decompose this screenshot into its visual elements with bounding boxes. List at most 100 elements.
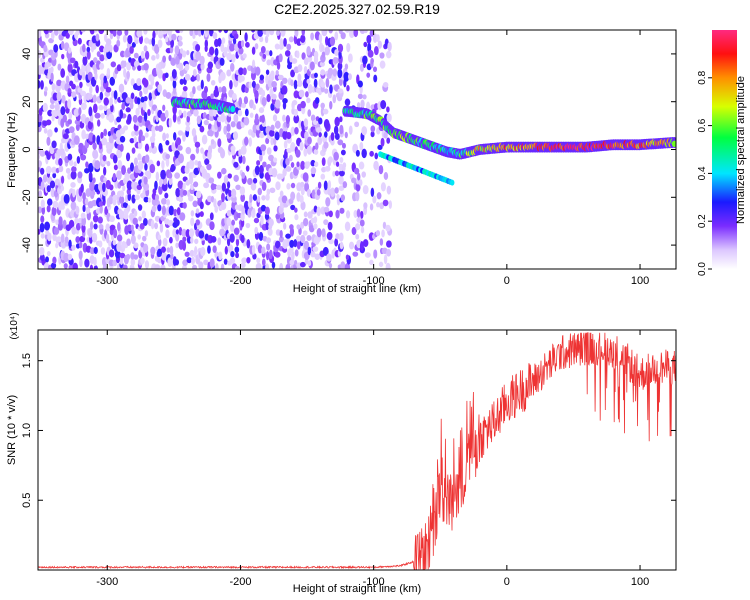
heatmap-cell	[123, 60, 127, 68]
heatmap-cell	[217, 138, 222, 148]
heatmap-cell	[195, 190, 202, 199]
heatmap-cell	[244, 108, 249, 117]
heatmap-cell	[385, 224, 391, 232]
heatmap-cell	[185, 179, 191, 186]
heatmap-cell	[82, 43, 86, 53]
heatmap-cell	[177, 130, 184, 136]
heatmap-cell	[300, 187, 305, 196]
heatmap-cell	[81, 71, 86, 81]
heatmap-cell	[264, 206, 270, 216]
heatmap-cell	[154, 264, 161, 269]
heatmap-cell	[87, 71, 93, 81]
heatmap-cell	[144, 154, 150, 163]
heatmap-cell	[296, 240, 301, 250]
heatmap-cell	[80, 30, 86, 33]
heatmap-cell	[119, 135, 126, 143]
heatmap-cell	[124, 171, 130, 182]
heatmap-cell	[151, 54, 156, 61]
heatmap-cell	[386, 113, 392, 123]
heatmap-cell	[47, 232, 52, 242]
heatmap-cell	[161, 160, 165, 170]
heatmap-cell	[55, 219, 60, 226]
heatmap-cell	[306, 188, 312, 197]
heatmap-cell	[298, 89, 305, 98]
heatmap-cell	[302, 172, 309, 182]
heatmap-cell	[129, 138, 135, 144]
heatmap-cell	[157, 125, 164, 132]
heatmap-cell	[71, 244, 76, 251]
heatmap-cell	[75, 222, 81, 231]
heatmap-cell	[387, 41, 392, 52]
heatmap-cell	[85, 161, 89, 168]
heatmap-cell	[92, 103, 98, 114]
heatmap-cell	[273, 145, 278, 152]
snr-panel: -300 -200 -100 0 100 0.5 1.0 1.5 Height of str…	[6, 312, 677, 595]
heatmap-cell	[52, 256, 57, 264]
heatmap-cell	[100, 131, 104, 140]
heatmap-cell	[143, 196, 149, 203]
heatmap-cell	[196, 73, 200, 82]
heatmap-cell	[253, 217, 260, 224]
heatmap-cell	[268, 218, 274, 227]
heatmap-cell	[192, 264, 198, 269]
heatmap-cell	[238, 67, 244, 76]
heatmap-cell	[320, 81, 326, 88]
heatmap-cell	[214, 47, 219, 57]
heatmap-cell	[254, 226, 259, 235]
heatmap-cell	[379, 202, 385, 210]
heatmap-cell	[68, 126, 75, 134]
heatmap-cell	[98, 201, 104, 207]
heatmap-cell	[283, 140, 288, 149]
heatmap-cell	[121, 92, 128, 101]
heatmap-cell	[279, 190, 284, 198]
heatmap-cell	[177, 40, 183, 47]
heatmap-cell	[372, 33, 378, 44]
heatmap-cell	[68, 219, 75, 229]
heatmap-cell	[135, 107, 140, 116]
heatmap-cell	[147, 84, 153, 90]
heatmap-cell	[250, 64, 257, 74]
heatmap-cell	[80, 102, 87, 110]
heatmap-cell	[229, 80, 233, 90]
heatmap-cell	[51, 82, 56, 91]
heatmap-cell	[62, 114, 68, 123]
heatmap-cell	[151, 205, 157, 213]
heatmap-cell	[330, 132, 335, 141]
heatmap-cell	[89, 190, 96, 196]
heatmap-cell	[165, 140, 170, 146]
heatmap-cell	[355, 223, 361, 231]
heatmap-cell	[209, 46, 215, 56]
heatmap-cell	[93, 57, 98, 64]
heatmap-cell	[369, 259, 374, 266]
heatmap-cell	[44, 86, 48, 92]
heatmap-cell	[243, 116, 250, 126]
heatmap-cell	[179, 187, 185, 198]
heatmap-cell	[182, 110, 187, 118]
heatmap-cell	[165, 157, 170, 167]
heatmap-cell	[244, 136, 249, 146]
heatmap-cell	[322, 246, 329, 256]
heatmap-cell	[213, 198, 217, 208]
heatmap-cell	[259, 153, 263, 162]
heatmap-cell	[204, 158, 210, 166]
heatmap-cell	[178, 196, 184, 203]
heatmap-cell	[38, 190, 43, 197]
heatmap-cell	[219, 228, 226, 237]
heatmap-cell	[91, 199, 98, 207]
heatmap-cell	[68, 112, 73, 120]
heatmap-cell	[210, 235, 217, 243]
heatmap-cell	[171, 142, 175, 152]
heatmap-cell	[220, 112, 226, 123]
heatmap-cell	[50, 262, 57, 269]
heatmap-cell	[116, 39, 121, 47]
heatmap-cell	[344, 221, 351, 232]
heatmap-cell	[318, 117, 323, 125]
heatmap-cell	[265, 137, 270, 145]
heatmap-cell	[333, 151, 339, 161]
heatmap-cell	[143, 243, 149, 253]
heatmap-cell	[78, 250, 83, 260]
heatmap-cell	[64, 236, 69, 244]
heatmap-cell	[133, 242, 139, 249]
heatmap-cell	[122, 185, 126, 192]
heatmap-cell	[64, 100, 68, 109]
